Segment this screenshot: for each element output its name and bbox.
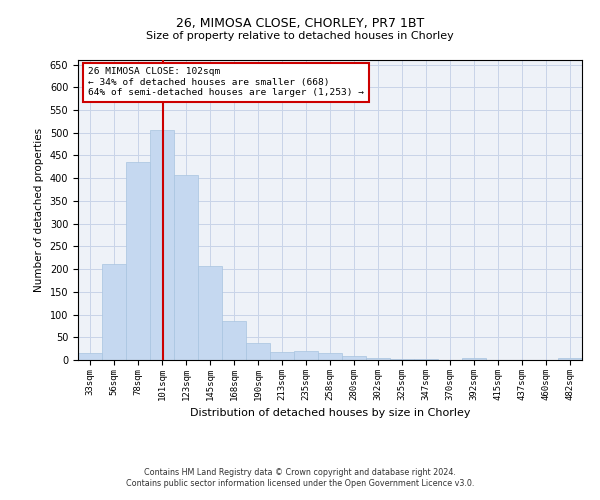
- Bar: [319, 353, 341, 360]
- Bar: [559, 358, 581, 360]
- Bar: [463, 358, 485, 360]
- Bar: [247, 342, 269, 360]
- Bar: [151, 130, 173, 360]
- Bar: [391, 358, 413, 360]
- Bar: [175, 175, 197, 360]
- Bar: [79, 353, 101, 360]
- Bar: [367, 358, 389, 360]
- Bar: [271, 352, 293, 360]
- Bar: [415, 359, 437, 360]
- Bar: [199, 266, 221, 360]
- Text: 26 MIMOSA CLOSE: 102sqm
← 34% of detached houses are smaller (668)
64% of semi-d: 26 MIMOSA CLOSE: 102sqm ← 34% of detache…: [88, 68, 364, 98]
- Text: 26, MIMOSA CLOSE, CHORLEY, PR7 1BT: 26, MIMOSA CLOSE, CHORLEY, PR7 1BT: [176, 18, 424, 30]
- Bar: [343, 356, 365, 360]
- Text: Size of property relative to detached houses in Chorley: Size of property relative to detached ho…: [146, 31, 454, 41]
- Text: Contains HM Land Registry data © Crown copyright and database right 2024.
Contai: Contains HM Land Registry data © Crown c…: [126, 468, 474, 487]
- Y-axis label: Number of detached properties: Number of detached properties: [34, 128, 44, 292]
- Bar: [223, 322, 245, 360]
- X-axis label: Distribution of detached houses by size in Chorley: Distribution of detached houses by size …: [190, 408, 470, 418]
- Bar: [127, 162, 149, 360]
- Bar: [295, 351, 317, 360]
- Bar: [103, 264, 125, 360]
